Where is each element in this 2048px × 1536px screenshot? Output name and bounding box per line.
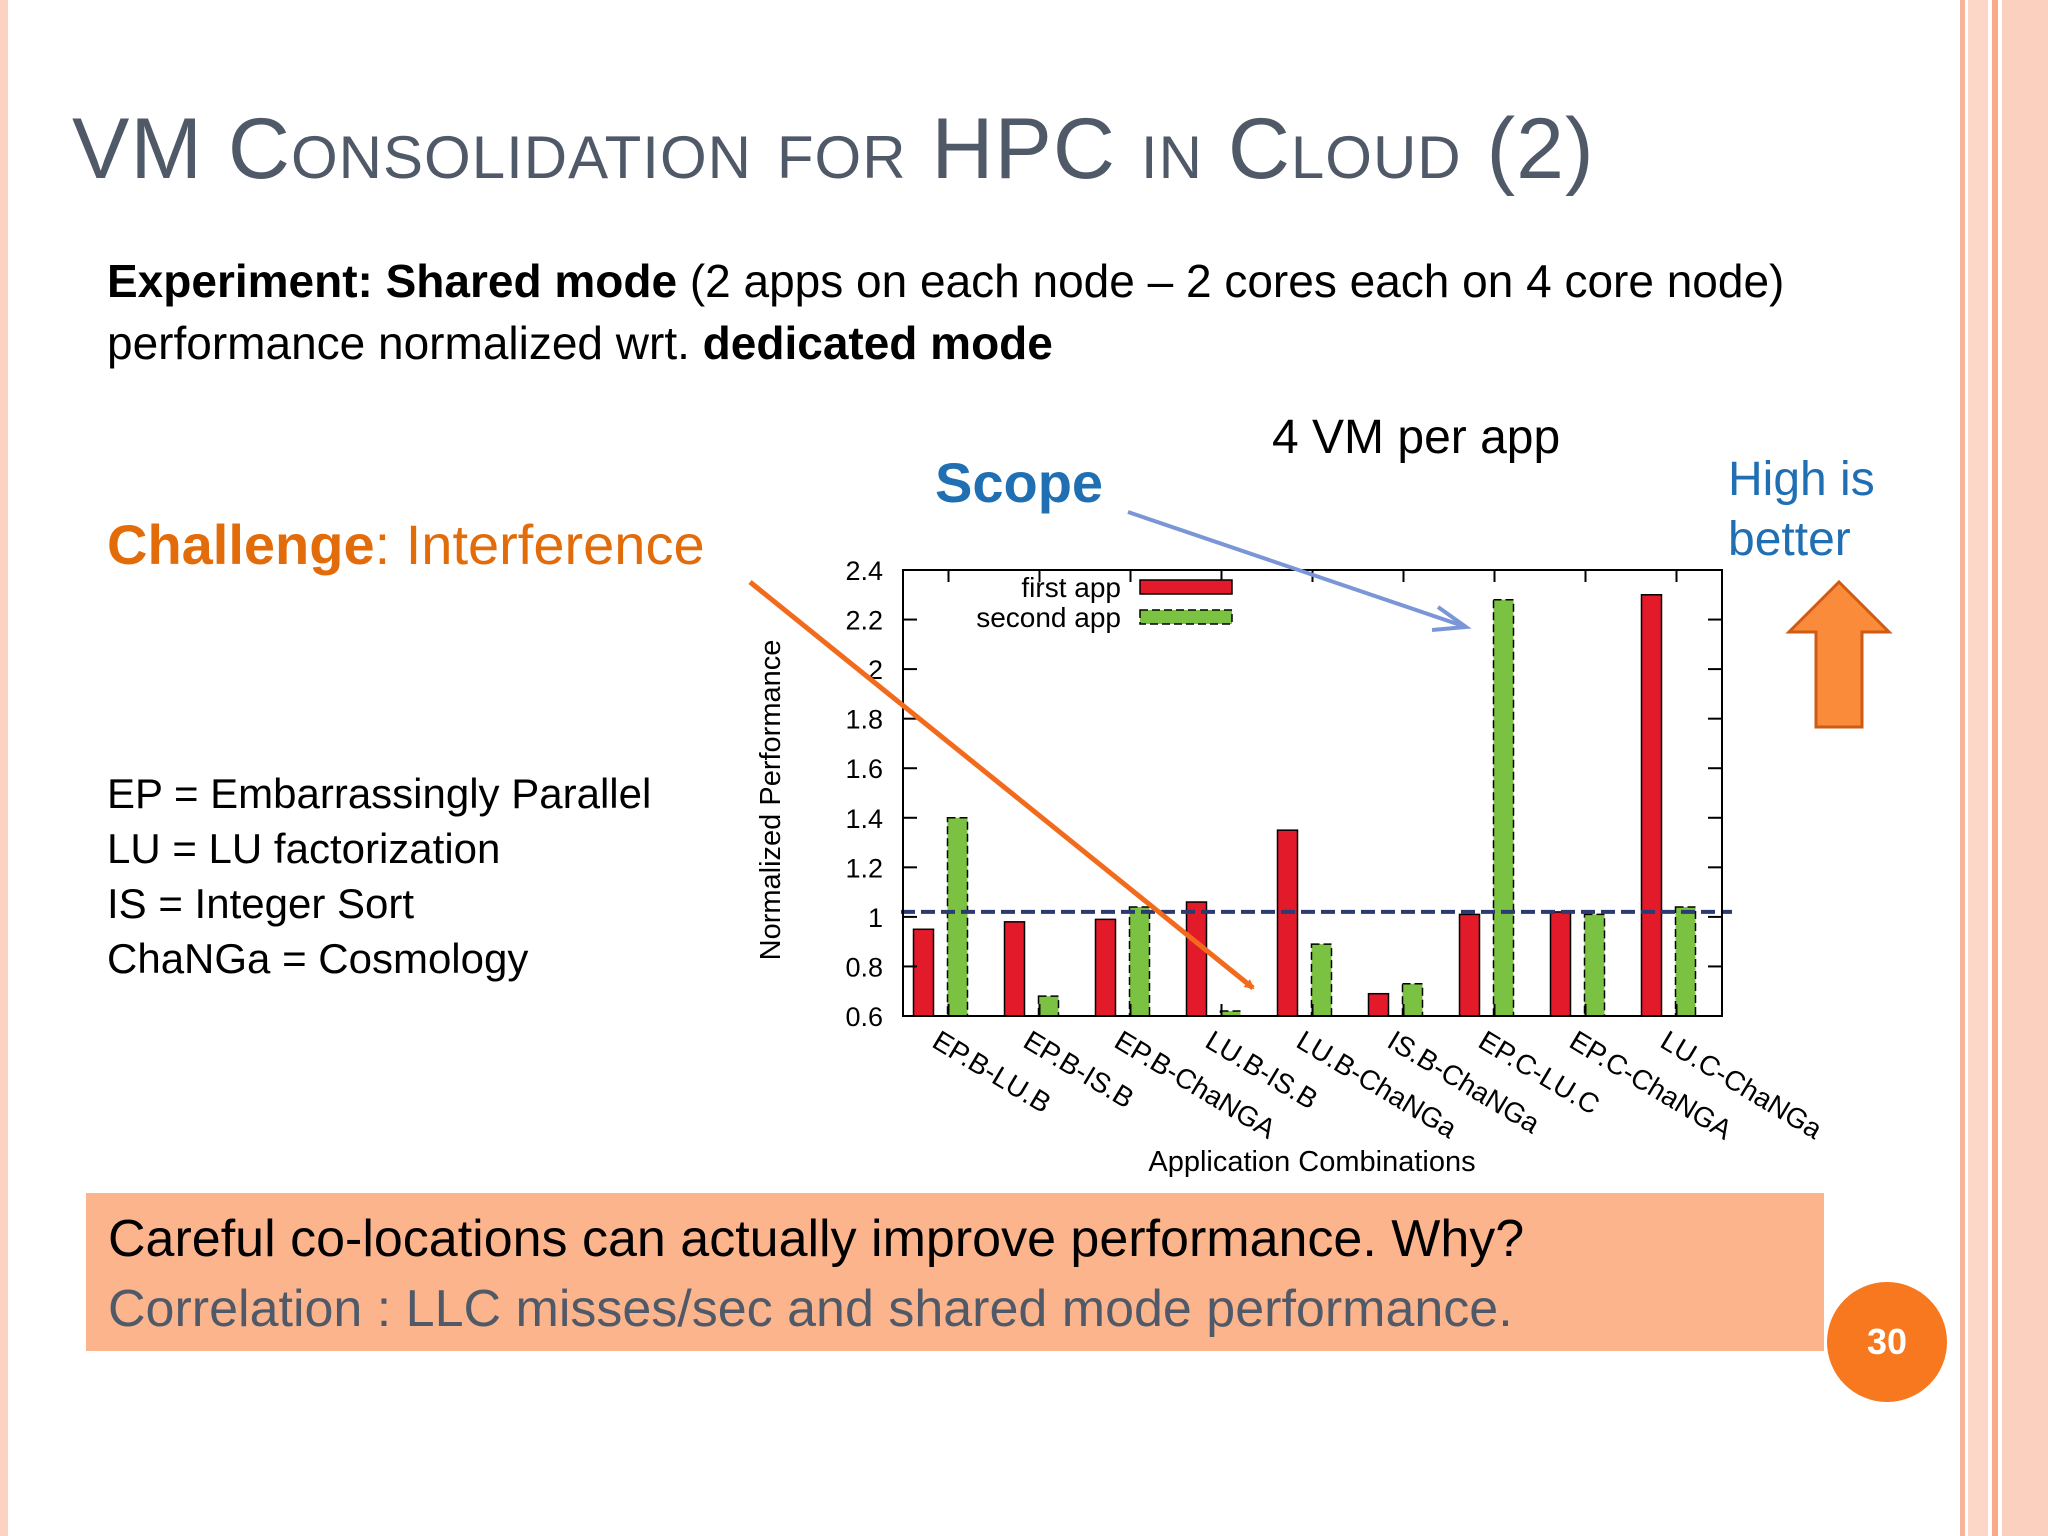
bar-first-app (1185, 901, 1208, 1017)
y-tick-label: 0.8 (845, 952, 883, 982)
legend-label: second app (976, 602, 1121, 633)
y-tick-label: 1.4 (845, 804, 883, 834)
bar-second-app (1674, 906, 1697, 1017)
callout-line-2: Correlation : LLC misses/sec and shared … (108, 1280, 1513, 1338)
bar-first-app (912, 928, 935, 1017)
bar-second-app (946, 817, 969, 1017)
challenge-label: Challenge (107, 513, 375, 576)
bar-first-app (1094, 918, 1117, 1017)
abbrev-changa: ChaNGa = Cosmology (107, 935, 529, 982)
callout-line-1: Careful co-locations can actually improv… (108, 1210, 1525, 1268)
bar-first-app (1640, 594, 1663, 1017)
x-tick-label: IS.B-ChaNGa (1382, 1025, 1545, 1140)
callout-box: Careful co-locations can actually improv… (86, 1193, 1824, 1351)
slide-title: VM Consolidation for HPC in Cloud (2) (72, 101, 1595, 197)
chart-bars (912, 594, 1697, 1017)
stripe-left-edge (0, 0, 8, 1536)
stripe-2 (1968, 0, 1988, 1536)
bar-second-app (1583, 913, 1606, 1017)
bar-second-app (1128, 906, 1151, 1017)
up-arrow-icon (1785, 579, 1893, 729)
stripe-1 (1960, 0, 1965, 1536)
bar-first-app (1458, 913, 1481, 1017)
bar-second-app (1492, 598, 1515, 1017)
abbreviation-list: EP = Embarrassingly Parallel LU = LU fac… (107, 766, 651, 986)
stripe-4 (2002, 0, 2048, 1536)
abbrev-lu: LU = LU factorization (107, 825, 501, 872)
y-tick-label: 2.2 (845, 606, 883, 636)
y-tick-label: 1 (868, 903, 883, 933)
experiment-bold-2: dedicated mode (702, 317, 1053, 369)
chart-y-axis-label: Normalized Performance (755, 640, 787, 961)
challenge-text: Challenge: Interference (107, 512, 705, 577)
stripe-3 (1992, 0, 1998, 1536)
abbrev-is: IS = Integer Sort (107, 880, 415, 927)
challenge-rest: : Interference (374, 513, 705, 576)
high-better-line-1: High is (1728, 453, 1875, 506)
experiment-description: Experiment: Shared mode (2 apps on each … (107, 250, 1867, 374)
y-tick-label: 1.6 (845, 754, 883, 784)
high-is-better-label: High is better (1728, 450, 1875, 570)
bar-first-app (1003, 921, 1026, 1017)
interference-arrow (748, 580, 1255, 990)
bar-second-app (1310, 943, 1333, 1017)
bar-second-app (1401, 983, 1424, 1017)
scope-arrow (1127, 510, 1472, 632)
high-better-line-2: better (1728, 513, 1851, 566)
y-tick-label: 0.6 (845, 1002, 883, 1032)
bar-first-app (1367, 992, 1390, 1017)
legend-swatch (1139, 609, 1233, 625)
y-tick-label: 1.8 (845, 705, 883, 735)
legend-label: first app (1021, 572, 1121, 603)
scope-label: Scope (935, 451, 1104, 514)
y-tick-label: 2.4 (845, 556, 883, 586)
bar-second-app (1219, 1010, 1242, 1017)
experiment-bold-1: Experiment: Shared mode (107, 255, 678, 307)
bar-first-app (1549, 911, 1572, 1017)
legend-swatch (1139, 579, 1233, 595)
abbrev-ep: EP = Embarrassingly Parallel (107, 770, 652, 817)
chart-ticks: 0.60.811.21.41.61.822.22.4EP.B-LU.BEP.B-… (845, 556, 1827, 1146)
page-number-badge: 30 (1827, 1282, 1947, 1402)
chart-x-axis-label: Application Combinations (1148, 1146, 1475, 1178)
bar-first-app (1276, 829, 1299, 1017)
bar-second-app (1037, 995, 1060, 1017)
vm-per-app-label: 4 VM per app (1272, 411, 1561, 464)
experiment-text: (2 apps on each node – 2 cores each on 4… (107, 255, 1785, 369)
y-tick-label: 1.2 (845, 853, 883, 883)
